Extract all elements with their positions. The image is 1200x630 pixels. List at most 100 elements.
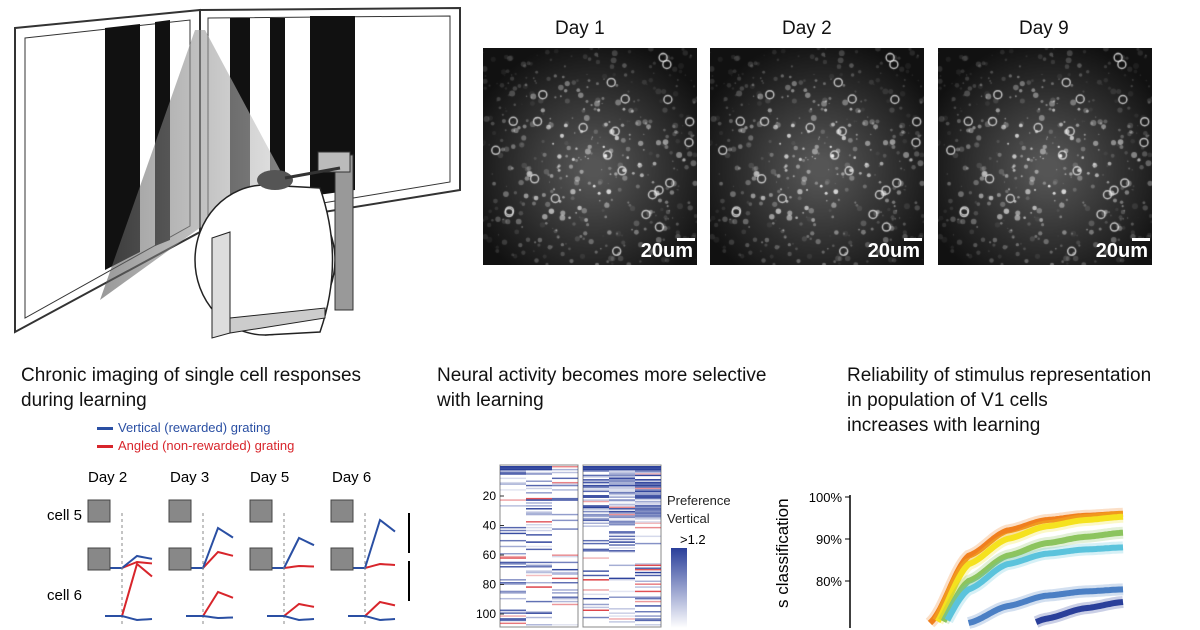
heatmap-cell: [583, 589, 609, 591]
heatmap-cell: [635, 597, 661, 600]
heatmap-cell: [526, 541, 552, 543]
heatmap-cell: [609, 539, 635, 542]
heatmap-cell: [609, 506, 635, 509]
heatmap-cell: [583, 490, 609, 493]
response-trace: [348, 518, 396, 569]
heatmap-cell: [609, 509, 635, 511]
heatmap-cell: [500, 615, 526, 617]
heatmap-cell: [583, 603, 609, 606]
response-trace: [105, 615, 153, 622]
heatmap-cell: [609, 490, 635, 493]
heatmap-cell: [583, 500, 609, 503]
heatmap-cell: [583, 480, 609, 482]
heatmap-cell: [609, 513, 635, 516]
heatmap-cell: [609, 468, 635, 471]
response-trace: [105, 562, 153, 617]
heatmap-cell: [635, 483, 661, 485]
day-label: Day 9: [1019, 18, 1069, 39]
heatmap-cell: [635, 567, 661, 569]
cell-thumbnail: [87, 547, 111, 571]
legend-label: Angled (non-rewarded) grating: [118, 438, 295, 453]
heatmap-cell: [583, 481, 609, 484]
cell-thumbnail: [168, 547, 192, 571]
heatmap-cell: [635, 506, 661, 509]
heatmap-cell: [583, 548, 609, 551]
y-tick-label: 80: [483, 578, 497, 592]
heatmap-cell: [526, 526, 552, 529]
heatmap-cell: [635, 471, 661, 474]
heatmap-cell: [526, 582, 552, 584]
heatmap-cell: [500, 483, 526, 485]
heatmap-cell: [609, 538, 635, 540]
heatmap-cell: [609, 564, 635, 567]
heatmap-cell: [635, 467, 661, 469]
heatmap-cell: [609, 515, 635, 517]
heatmap-cell: [609, 487, 635, 490]
colorbar-label: Preference Vertical: [667, 492, 731, 528]
heatmap-cell: [635, 518, 661, 520]
heatmap-cell: [635, 509, 661, 511]
heatmap-cell: [552, 481, 578, 484]
heatmap-cell: [552, 468, 578, 471]
heatmap-cell: [635, 489, 661, 491]
heatmap-cell: [583, 609, 609, 611]
heatmap-cell: [609, 510, 635, 513]
heatmap-cell: [526, 512, 552, 514]
heatmap-cell: [583, 505, 609, 507]
heatmap-cell: [609, 489, 635, 491]
heatmap-cell: [500, 466, 526, 468]
heatmap-cell: [609, 579, 635, 581]
heatmap-cell: [635, 481, 661, 484]
heatmap-cell: [635, 502, 661, 504]
heatmap-cell: [609, 496, 635, 498]
heatmap-cell: [552, 589, 578, 591]
microscopy-image-day1: 20um: [483, 48, 697, 265]
heatmap-cell: [500, 526, 526, 529]
heatmap-cell: [552, 624, 578, 626]
heatmap-cell: [552, 573, 578, 575]
heatmap-cell: [526, 502, 552, 504]
heatmap-cell: [526, 566, 552, 568]
heatmap-cell: [526, 508, 552, 510]
heatmap-cell: [635, 574, 661, 577]
heatmap-cell: [609, 470, 635, 472]
heatmap-cell: [609, 596, 635, 598]
trace-day-label: Day 6: [332, 469, 372, 486]
cell-label: cell 5: [47, 507, 83, 524]
heatmap-cell: [609, 484, 635, 487]
heatmap-cell: [500, 467, 526, 469]
heatmap-cell: [635, 571, 661, 574]
heatmap-cell: [635, 516, 661, 519]
y-tick-label: 90%: [816, 532, 842, 547]
heatmap-cell: [526, 484, 552, 487]
heatmap-cell: [526, 524, 552, 526]
heatmap-cell: [609, 480, 635, 482]
heatmap-cell: [609, 550, 635, 552]
heatmap-cell: [583, 487, 609, 490]
legend-label: Vertical (rewarded) grating: [118, 420, 271, 435]
heatmap-cell: [526, 624, 552, 626]
heatmap-cell: [635, 590, 661, 593]
heatmap-cell: [526, 561, 552, 564]
heatmap-cell: [500, 611, 526, 613]
heatmap-cell: [552, 528, 578, 530]
series-line: [940, 529, 1124, 623]
heatmap-cell: [552, 483, 578, 485]
heatmap-cell: [635, 615, 661, 617]
heatmap-cell: [609, 477, 635, 480]
y-tick-label: 40: [483, 519, 497, 533]
cell-thumbnail: [168, 499, 192, 523]
heatmap-cell: [583, 509, 609, 511]
heatmap-cell: [635, 490, 661, 493]
heatmap-cell: [500, 471, 526, 474]
heatmap-cell: [583, 495, 609, 497]
heatmap-cell: [635, 508, 661, 510]
heatmap-cell: [609, 512, 635, 514]
heatmap-cell: [552, 568, 578, 571]
heatmap-cell: [635, 492, 661, 494]
heatmap-cell: [552, 577, 578, 580]
heatmap-cell: [526, 521, 552, 523]
heatmap-cell: [500, 468, 526, 471]
heatmap-cell: [526, 473, 552, 475]
cell-thumbnail: [87, 499, 111, 523]
